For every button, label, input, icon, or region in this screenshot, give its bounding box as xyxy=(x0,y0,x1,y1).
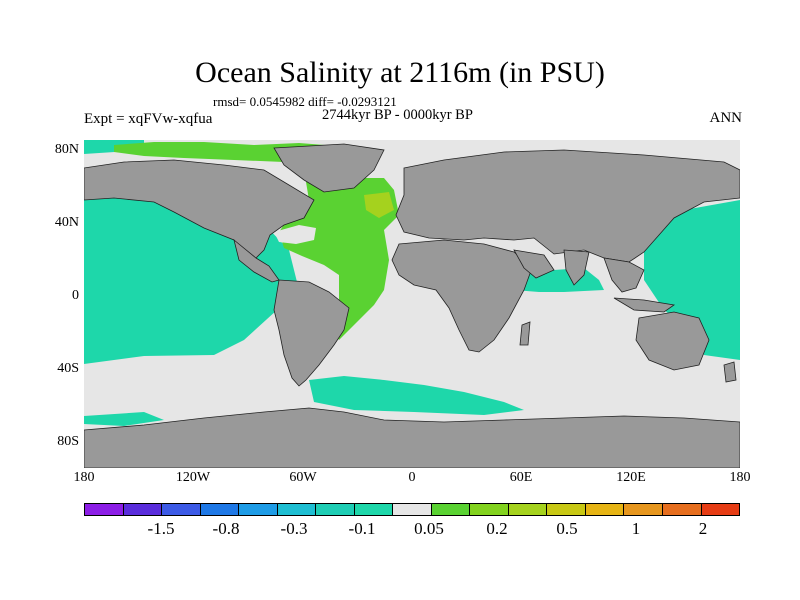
greenland-land xyxy=(273,143,385,193)
lon-tick-label: 60W xyxy=(289,470,317,485)
colorbar-swatch xyxy=(123,504,163,515)
india-land xyxy=(563,249,590,286)
new-zealand-land xyxy=(723,361,737,383)
colorbar-swatch xyxy=(354,504,394,515)
arabia-land xyxy=(513,249,555,279)
lon-tick-label: 120E xyxy=(616,470,646,485)
central-america-land xyxy=(233,238,280,283)
colorbar-swatch xyxy=(662,504,702,515)
colorbar-swatch xyxy=(393,504,432,515)
atlantic-green-region xyxy=(279,178,399,340)
lon-tick-label: 120W xyxy=(175,470,211,485)
colorbar-label: -1.5 xyxy=(147,519,175,538)
colorbar-label: 0.5 xyxy=(556,519,578,538)
world-map xyxy=(84,140,740,468)
australia-land xyxy=(635,311,710,371)
south-america-land xyxy=(273,279,350,387)
colorbar-swatch xyxy=(470,504,509,515)
madagascar-land xyxy=(519,321,531,346)
north-atlantic-yellowgreen-patch xyxy=(364,192,394,218)
colorbar-label: -0.1 xyxy=(348,519,376,538)
stats-subtitle: rmsd= 0.0545982 diff= -0.0293121 xyxy=(213,94,397,109)
southeast-asia-land xyxy=(603,257,645,293)
colorbar-swatch xyxy=(624,504,663,515)
west-pacific-teal-region xyxy=(644,200,740,360)
weddell-teal-patch xyxy=(84,412,164,426)
colorbar-swatch xyxy=(162,504,201,515)
colorbar-swatch xyxy=(239,504,278,515)
colorbar-label: 1 xyxy=(631,519,641,538)
lon-tick-label: 180 xyxy=(73,470,95,485)
colorbar-label: 0.2 xyxy=(486,519,508,538)
season-label: ANN xyxy=(709,110,743,126)
colorbar-label: 2 xyxy=(698,519,708,538)
lat-tick-label: 40S xyxy=(57,361,79,376)
landmass-group xyxy=(84,143,740,468)
lat-tick-label: 0 xyxy=(72,288,79,303)
lat-tick-label: 40N xyxy=(54,215,79,230)
colorbar-swatch xyxy=(585,504,625,515)
lon-tick-label: 60E xyxy=(509,470,533,485)
north-america-land xyxy=(84,159,315,259)
lon-tick-label: 180 xyxy=(729,470,751,485)
colorbar-label: -0.8 xyxy=(212,519,240,538)
lat-tick-label: 80N xyxy=(54,142,79,157)
colorbar-swatch xyxy=(508,504,548,515)
colorbar-swatch xyxy=(701,504,740,515)
lat-tick-label: 80S xyxy=(57,434,79,449)
southern-ocean-teal-band xyxy=(309,376,524,415)
colorbar-swatch xyxy=(547,504,586,515)
colorbar-swatch xyxy=(85,504,124,515)
experiment-label: Expt = xqFVw-xqfua xyxy=(84,111,213,127)
colorbar xyxy=(84,503,740,516)
period-subtitle: 2744kyr BP - 0000kyr BP xyxy=(322,107,473,123)
colorbar-label: 0.05 xyxy=(414,519,444,538)
plot-title: Ocean Salinity at 2116m (in PSU) xyxy=(195,56,605,89)
colorbar-label: -0.3 xyxy=(280,519,308,538)
lon-tick-label: 0 xyxy=(408,470,416,485)
africa-land xyxy=(391,239,533,353)
colorbar-swatch xyxy=(277,504,317,515)
colorbar-swatch xyxy=(431,504,471,515)
indonesia-land xyxy=(613,297,676,313)
north-atlantic-neutral-patch xyxy=(274,225,316,244)
colorbar-swatch xyxy=(316,504,355,515)
colorbar-swatch xyxy=(200,504,240,515)
antarctica-land xyxy=(84,407,740,468)
